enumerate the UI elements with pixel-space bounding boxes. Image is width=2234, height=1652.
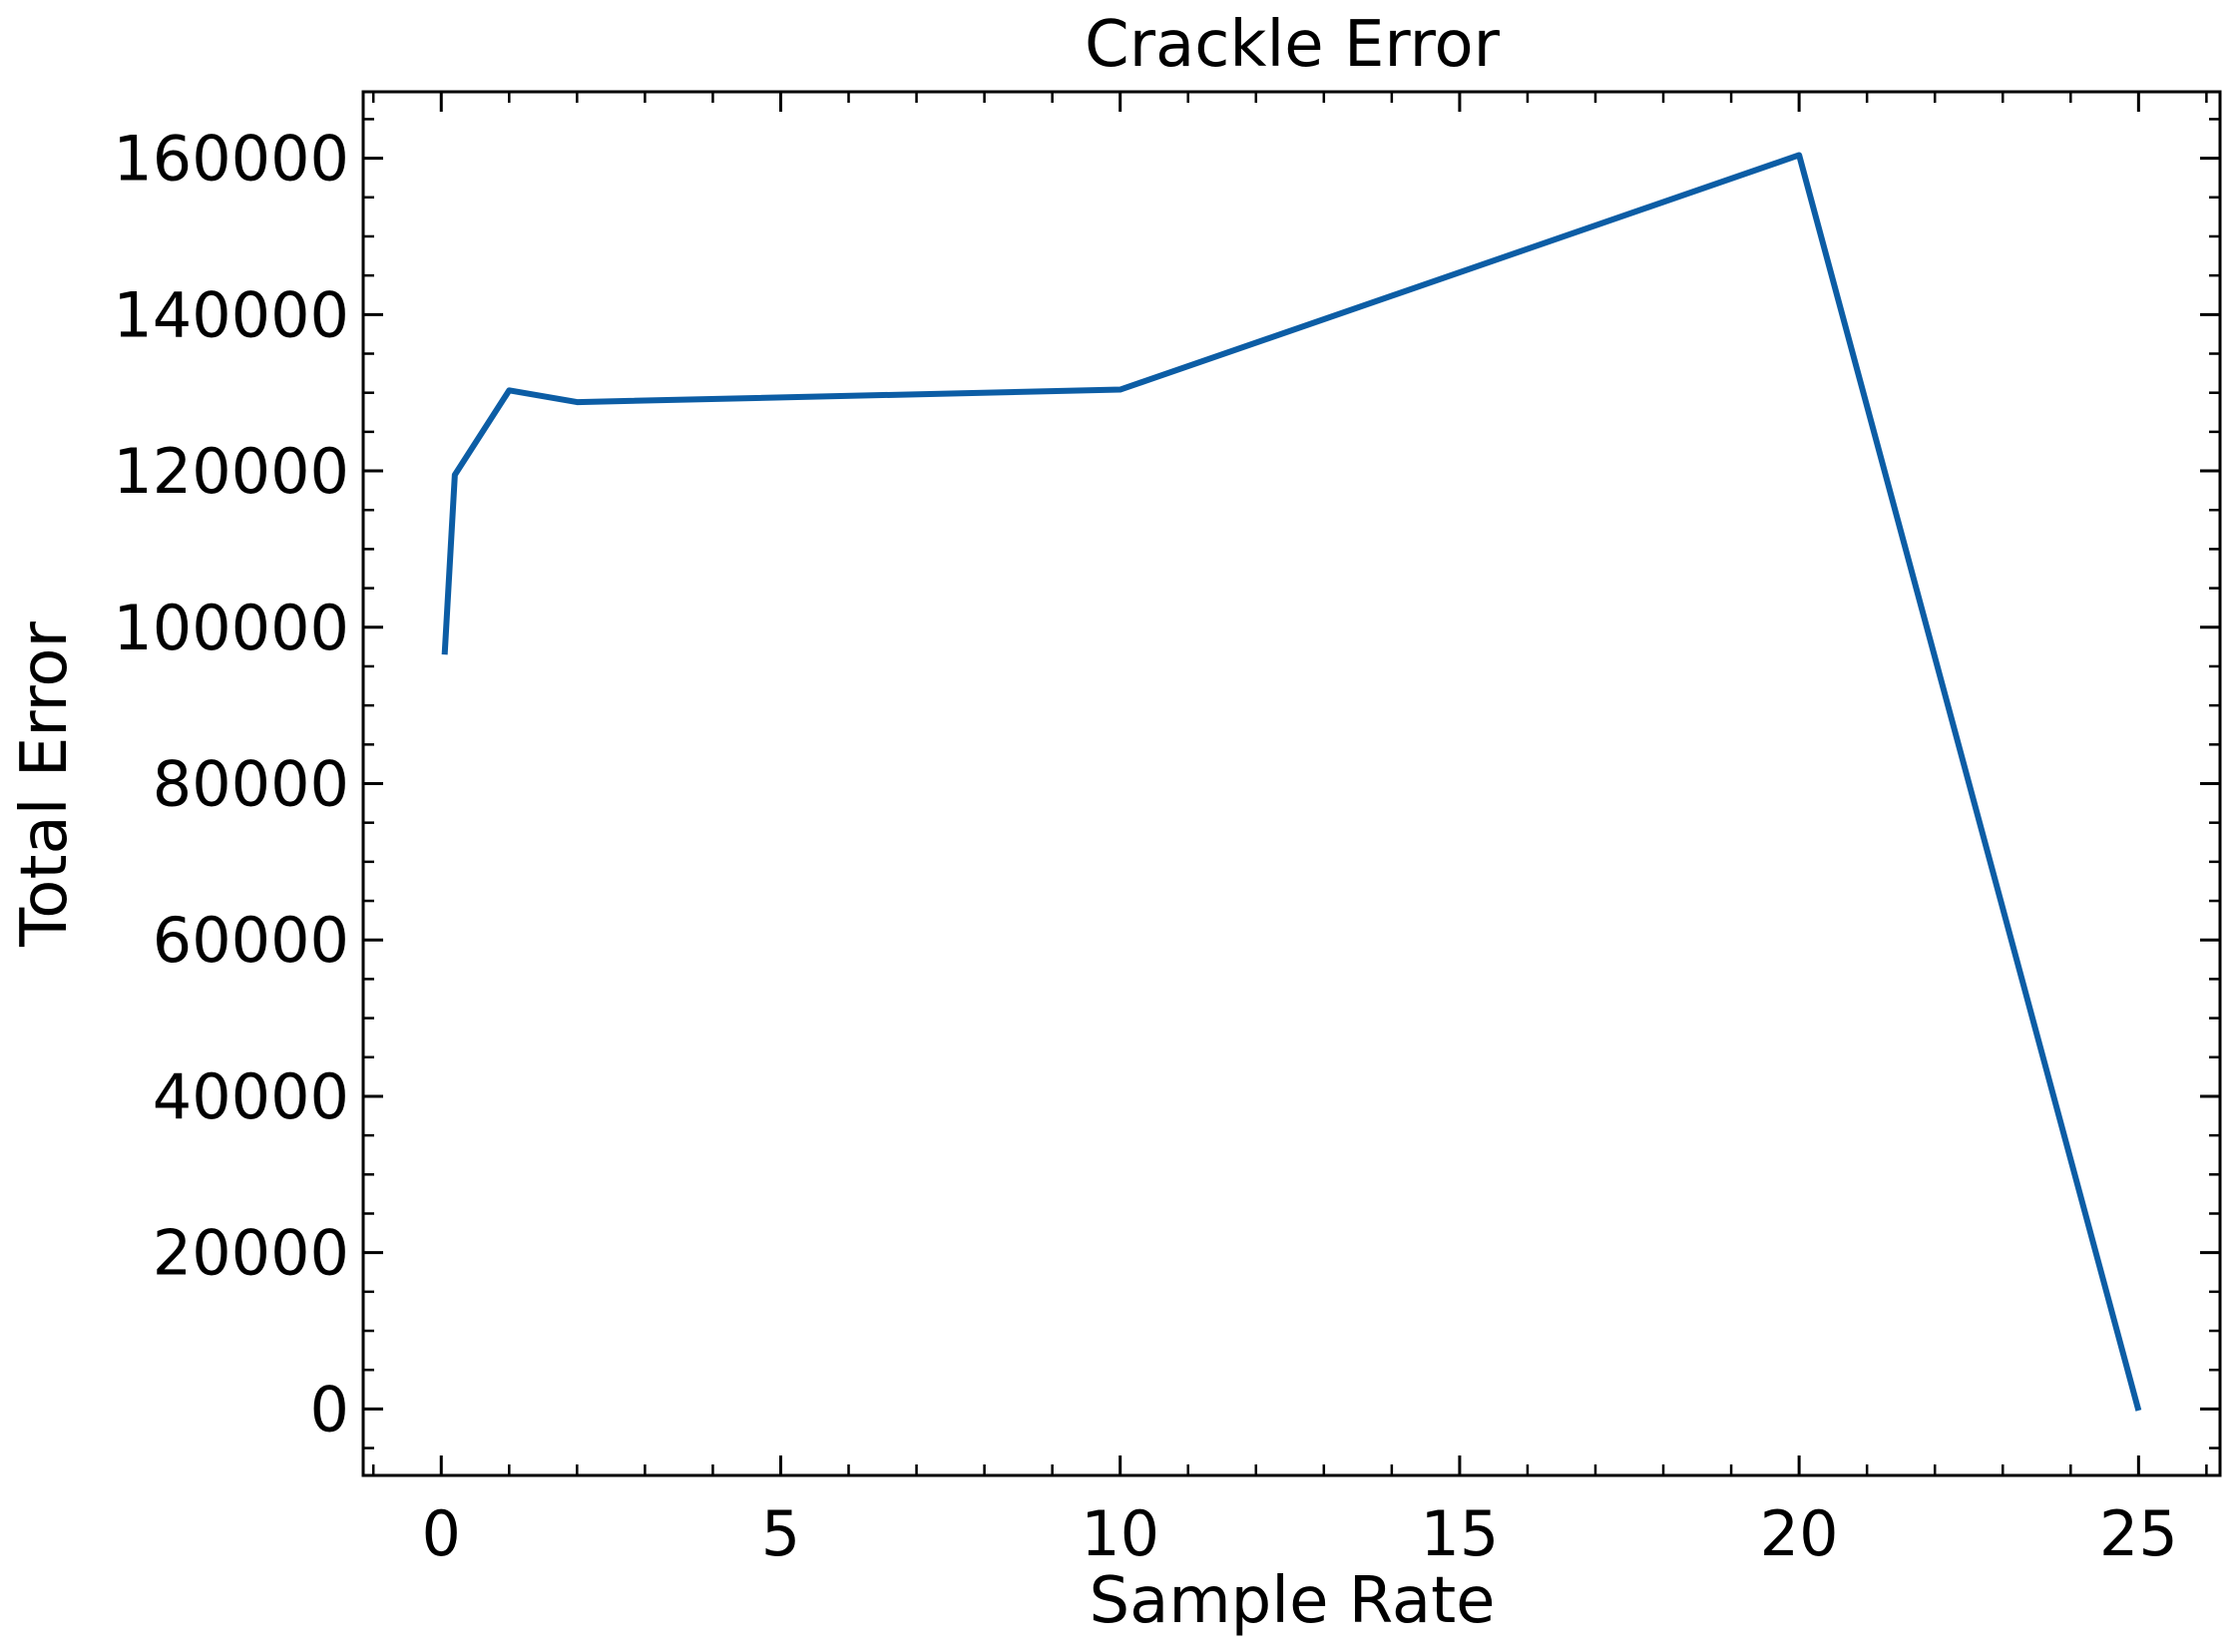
x-tick-label: 0 [422,1497,461,1570]
y-tick-label: 60000 [153,904,349,977]
y-tick-label: 0 [310,1373,349,1446]
x-tick-label: 25 [2099,1497,2178,1570]
y-tick-label: 100000 [113,592,349,664]
y-tick-label: 40000 [153,1060,349,1133]
tick-labels-layer: 0 5 10 15 20 25 0 20000 40000 60000 80000 100000 120… [113,123,2177,1570]
x-tick-label: 10 [1081,1497,1159,1570]
x-tick-label: 15 [1420,1497,1499,1570]
ticks-layer [363,92,2220,1475]
y-tick-label: 80000 [153,748,349,821]
y-tick-label: 120000 [113,435,349,508]
series-layer [441,152,2142,1412]
y-axis-label: Total Error [8,620,82,948]
series-line-0 [441,152,2142,1412]
x-axis-label: Sample Rate [1089,1564,1495,1638]
y-tick-label: 140000 [113,278,349,351]
x-tick-label: 20 [1760,1497,1839,1570]
x-tick-label: 5 [761,1497,800,1570]
y-tick-label: 20000 [153,1217,349,1290]
chart-title: Crackle Error [1085,8,1501,82]
y-tick-label: 160000 [113,123,349,196]
plot-frame [361,90,2222,1477]
